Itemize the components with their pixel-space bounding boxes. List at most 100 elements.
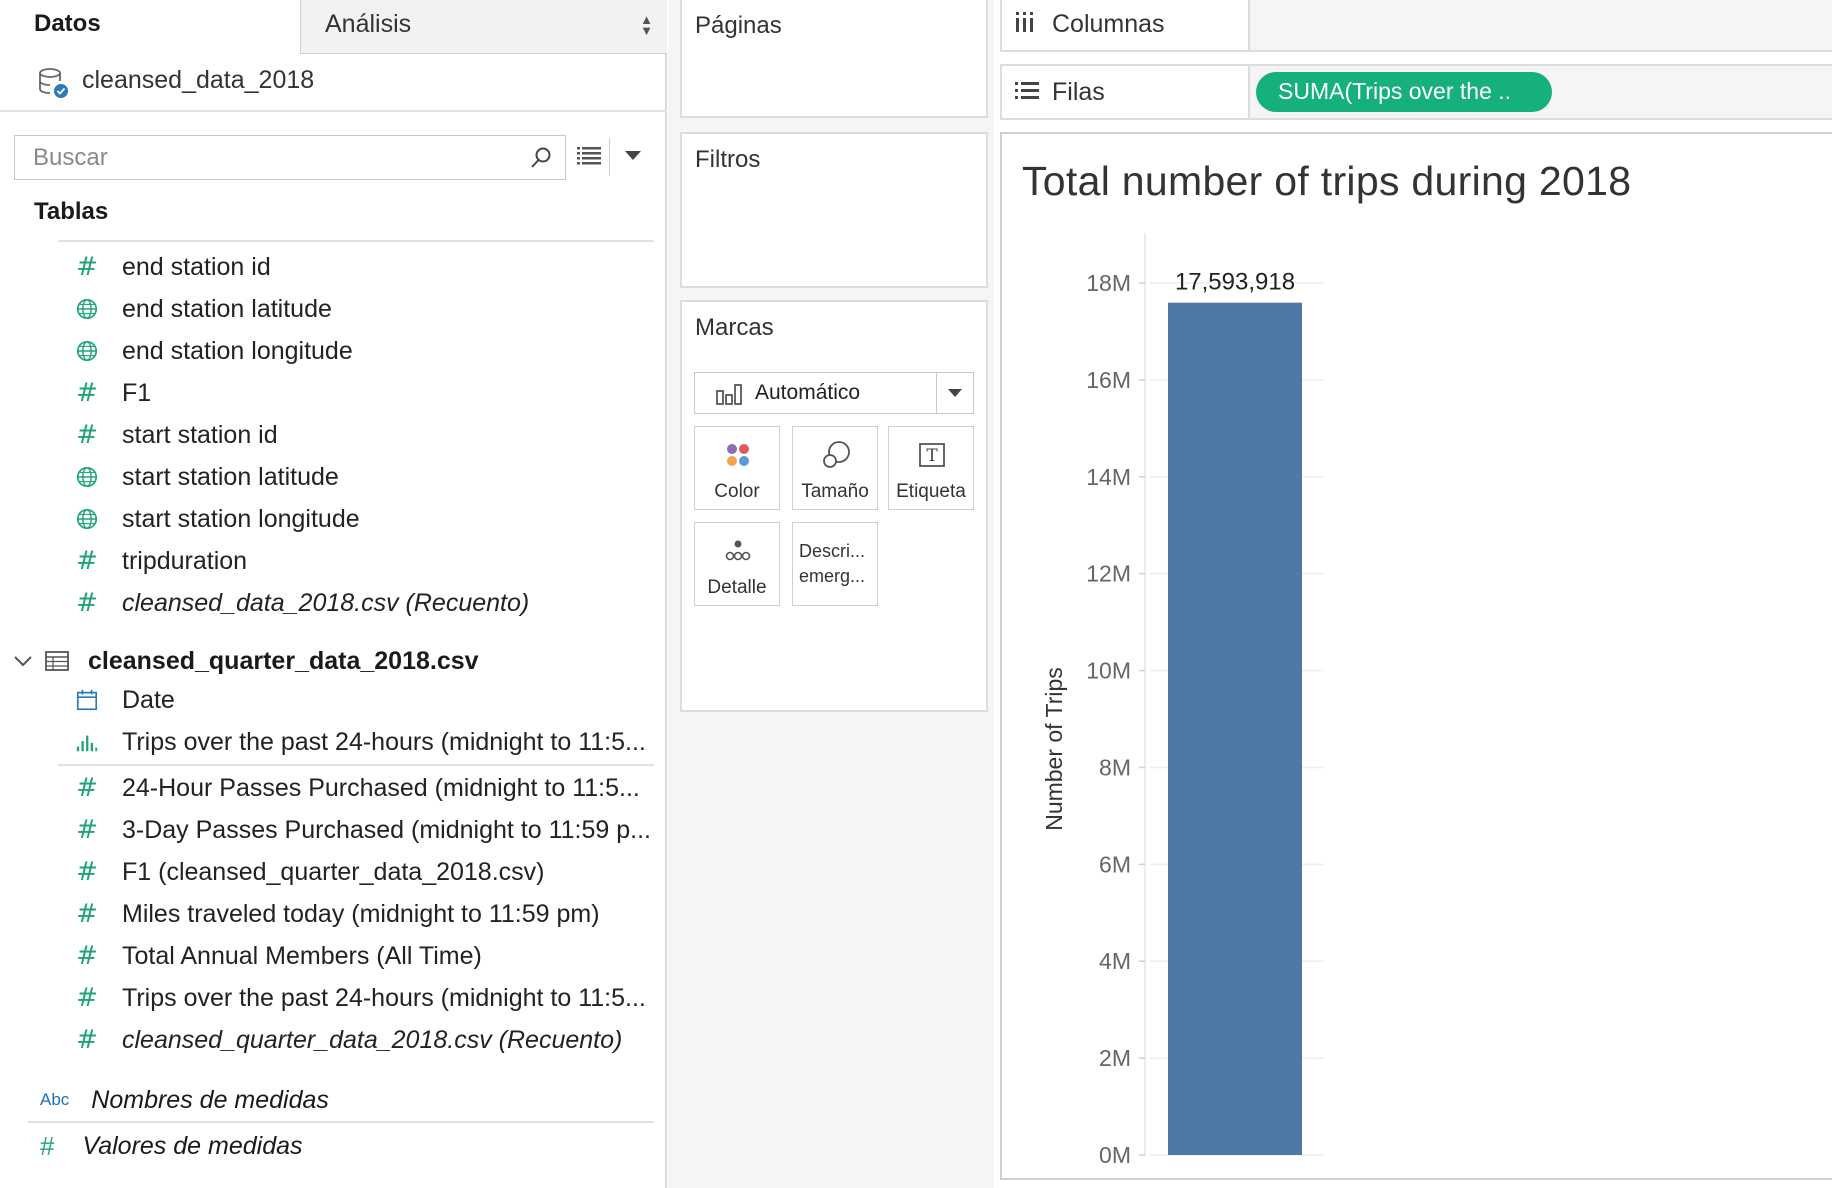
- tooltip-label-line2: emerg...: [799, 566, 866, 586]
- field-label: start station longitude: [122, 504, 360, 533]
- hash-icon: #: [76, 420, 98, 450]
- columns-label-area: [1000, 0, 1250, 52]
- field-item[interactable]: end station latitude: [72, 290, 332, 328]
- abc-icon: Abc: [40, 1090, 70, 1109]
- y-tick-label: 10M: [1086, 658, 1131, 684]
- size-button[interactable]: Tamaño: [792, 426, 878, 510]
- filters-shelf[interactable]: Filtros: [680, 132, 988, 288]
- calendar-icon: [72, 685, 102, 715]
- field-label: F1: [122, 378, 152, 407]
- table-header-row[interactable]: cleansed_quarter_data_2018.csv: [0, 642, 479, 680]
- bar-data-label: 17,593,918: [1175, 269, 1295, 296]
- search-input[interactable]: Buscar: [14, 135, 566, 180]
- table-name: cleansed_quarter_data_2018.csv: [88, 646, 479, 675]
- field-item[interactable]: # cleansed_data_2018.csv (Recuento): [72, 584, 529, 622]
- field-item[interactable]: # Total Annual Members (All Time): [72, 937, 482, 975]
- y-tick-label: 6M: [1099, 851, 1131, 877]
- svg-text:T: T: [926, 446, 938, 466]
- globe-icon: [72, 336, 102, 366]
- field-item[interactable]: # start station id: [72, 416, 278, 454]
- rows-label-area: [1000, 64, 1250, 120]
- list-view-icon[interactable]: [575, 144, 603, 168]
- hash-icon: #: [76, 1025, 98, 1055]
- hash-icon: #: [76, 378, 98, 408]
- tab-data[interactable]: Datos: [34, 10, 101, 37]
- label-button-label: Etiqueta: [896, 481, 966, 502]
- field-label: end station longitude: [122, 336, 353, 365]
- measure-values-field[interactable]: # Valores de medidas: [40, 1128, 303, 1164]
- measure-names-field[interactable]: Abc Nombres de medidas: [40, 1082, 329, 1118]
- globe-icon: [72, 294, 102, 324]
- datasource-name[interactable]: cleansed_data_2018: [82, 66, 315, 94]
- field-item[interactable]: # end station id: [72, 248, 271, 286]
- y-tick-label: 14M: [1086, 464, 1131, 490]
- search-icon[interactable]: [529, 146, 553, 170]
- tables-heading: Tablas: [34, 198, 109, 225]
- field-item[interactable]: start station latitude: [72, 458, 339, 496]
- label-button[interactable]: T Etiqueta: [888, 426, 974, 510]
- field-item[interactable]: Date: [72, 681, 175, 719]
- chart-title: Total number of trips during 2018: [1022, 158, 1632, 204]
- sort-arrows-icon[interactable]: ▲ ▼: [640, 12, 653, 38]
- tab-analysis[interactable]: Análisis ▲ ▼: [300, 0, 667, 54]
- rows-measure-pill[interactable]: SUMA(Trips over the ..: [1256, 72, 1552, 112]
- y-tick-label: 16M: [1086, 367, 1131, 393]
- bar: [1168, 302, 1302, 1155]
- field-label: Miles traveled today (midnight to 11:59 …: [122, 899, 600, 928]
- color-icon: [727, 444, 749, 466]
- bar-chart[interactable]: 0M 2M 4M 6M 8M 10M 12M 14M 16M 18M 17,593,918 Numbe…: [1000, 200, 1832, 1180]
- chevron-down-icon[interactable]: [624, 148, 642, 162]
- y-tick-label: 2M: [1099, 1045, 1131, 1071]
- tooltip-button[interactable]: Descri... emerg...: [792, 522, 878, 606]
- field-item[interactable]: #24-Hour Passes Purchased (midnight to 1…: [72, 769, 640, 807]
- divider: [58, 240, 654, 242]
- field-item[interactable]: # F1 (cleansed_quarter_data_2018.csv): [72, 853, 544, 891]
- detail-icon: [725, 540, 751, 561]
- field-label: Total Annual Members (All Time): [122, 941, 482, 970]
- y-tick-label: 18M: [1086, 270, 1131, 296]
- field-item[interactable]: # cleansed_quarter_data_2018.csv (Recuent…: [72, 1021, 622, 1059]
- pages-shelf[interactable]: Páginas: [680, 0, 988, 118]
- bar-mark-icon: [716, 384, 742, 405]
- viz-area[interactable]: [1000, 132, 1832, 1180]
- divider: [609, 138, 610, 176]
- field-item[interactable]: end station longitude: [72, 332, 353, 370]
- chevron-down-icon[interactable]: [12, 654, 34, 668]
- tab-analysis-label: Análisis: [325, 10, 412, 38]
- field-label: end station id: [122, 252, 271, 281]
- tooltip-label-line1: Descri...: [799, 541, 866, 561]
- rows-icon: [1015, 82, 1039, 99]
- field-label: Trips over the past 24-hours (midnight t…: [122, 727, 646, 756]
- columns-label: Columnas: [1052, 10, 1165, 38]
- hash-icon: #: [76, 941, 98, 971]
- field-label: cleansed_data_2018.csv (Recuento): [122, 588, 530, 617]
- mark-type-label: Automático: [755, 381, 861, 404]
- chevron-down-icon[interactable]: [947, 387, 963, 399]
- field-item[interactable]: #3-Day Passes Purchased (midnight to 11:…: [72, 811, 651, 849]
- field-label: cleansed_quarter_data_2018.csv (Recuento…: [122, 1025, 623, 1054]
- pages-title: Páginas: [695, 12, 782, 39]
- color-button[interactable]: Color: [694, 426, 780, 510]
- globe-icon: [72, 462, 102, 492]
- field-label: 24-Hour Passes Purchased (midnight to 11…: [122, 773, 640, 802]
- field-item[interactable]: # Trips over the past 24-hours (midnight …: [72, 979, 646, 1017]
- field-label: end station latitude: [122, 294, 332, 323]
- mark-type-dropdown[interactable]: Automático: [694, 372, 974, 414]
- field-item[interactable]: Trips over the past 24-hours (midnight t…: [72, 723, 646, 761]
- hash-icon: #: [76, 546, 98, 576]
- y-tick-label: 12M: [1086, 561, 1131, 587]
- field-label: Trips over the past 24-hours (midnight t…: [122, 983, 646, 1012]
- hash-icon: #: [76, 815, 98, 845]
- field-item[interactable]: # F1: [72, 374, 151, 412]
- field-label: start station latitude: [122, 462, 339, 491]
- datasource-row[interactable]: [0, 60, 667, 112]
- field-item[interactable]: start station longitude: [72, 500, 360, 538]
- tooltip-label: Descri... emerg...: [799, 539, 873, 589]
- hash-icon: #: [76, 773, 98, 803]
- y-tick-label: 4M: [1099, 948, 1131, 974]
- detail-button[interactable]: Detalle: [694, 522, 780, 606]
- table-icon: [45, 651, 69, 671]
- field-item[interactable]: # tripduration: [72, 542, 247, 580]
- field-item[interactable]: # Miles traveled today (midnight to 11:59…: [72, 895, 600, 933]
- rows-label: Filas: [1052, 78, 1105, 106]
